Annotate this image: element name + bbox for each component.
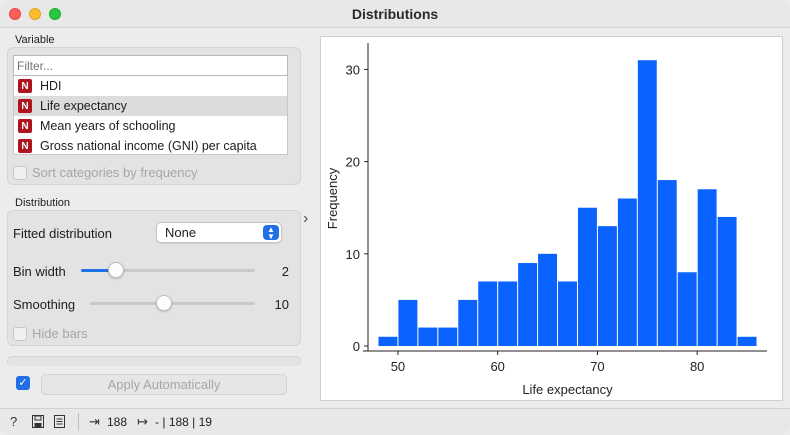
y-tick-label: 20 bbox=[346, 155, 360, 170]
apply-automatically-checkbox[interactable]: ✓ bbox=[16, 376, 30, 390]
maximize-window-button[interactable] bbox=[49, 8, 61, 20]
filter-input[interactable] bbox=[13, 55, 288, 76]
next-group-edge bbox=[7, 356, 301, 366]
fitted-distribution-select[interactable]: None ▲ ▼ bbox=[156, 222, 282, 243]
histogram-bar bbox=[538, 253, 558, 346]
variable-item-mean-years-schooling[interactable]: N Mean years of schooling bbox=[14, 116, 287, 136]
checkbox-box[interactable] bbox=[13, 165, 27, 180]
histogram-bar bbox=[398, 299, 418, 346]
variable-item-hdi[interactable]: N HDI bbox=[14, 76, 287, 96]
histogram-bar bbox=[677, 272, 697, 346]
collapse-panel-icon[interactable]: › bbox=[303, 210, 309, 227]
histogram-bar bbox=[558, 281, 577, 346]
variable-item-label: Gross national income (GNI) per capita bbox=[40, 139, 257, 153]
numeric-type-icon: N bbox=[18, 139, 32, 153]
variable-section-label: Variable bbox=[15, 34, 55, 46]
status-bar: ? ⇥ 188 ↦ - | 188 | 19 bbox=[0, 408, 790, 435]
bin-width-label: Bin width bbox=[13, 264, 66, 279]
histogram-bar bbox=[418, 327, 438, 346]
plot-area[interactable]: 0 10 20 30 50 60 70 80 Life expectancy Frequency bbox=[320, 36, 783, 401]
histogram-bar bbox=[617, 198, 637, 346]
minimize-window-button[interactable] bbox=[29, 8, 41, 20]
histogram-bar bbox=[637, 60, 657, 346]
histogram-bar bbox=[697, 189, 717, 346]
y-tick-label: 0 bbox=[353, 339, 360, 354]
bin-width-value: 2 bbox=[281, 264, 289, 279]
fitted-distribution-label: Fitted distribution bbox=[13, 226, 112, 241]
histogram-bar bbox=[577, 207, 597, 346]
histogram-bar bbox=[438, 327, 458, 346]
window-title: Distributions bbox=[351, 6, 439, 22]
help-icon[interactable]: ? bbox=[10, 414, 18, 429]
distribution-section-label: Distribution bbox=[15, 197, 71, 209]
close-window-button[interactable] bbox=[9, 8, 21, 20]
histogram-bar bbox=[458, 299, 478, 346]
x-tick-label: 50 bbox=[391, 359, 405, 374]
variable-item-gni[interactable]: N Gross national income (GNI) per capita bbox=[14, 136, 287, 154]
sort-categories-checkbox[interactable]: Sort categories by frequency bbox=[13, 165, 197, 180]
checkbox-box[interactable] bbox=[13, 326, 27, 341]
numeric-type-icon: N bbox=[18, 99, 32, 113]
variable-item-label: Mean years of schooling bbox=[40, 119, 176, 133]
histogram-bar bbox=[657, 180, 677, 346]
sort-categories-label: Sort categories by frequency bbox=[32, 165, 198, 180]
output-summary: - | 188 | 19 bbox=[155, 415, 212, 429]
smoothing-value: 10 bbox=[274, 297, 289, 312]
hide-bars-label: Hide bars bbox=[32, 326, 88, 341]
smoothing-slider[interactable] bbox=[90, 302, 255, 305]
x-axis-label: Life expectancy bbox=[522, 382, 613, 397]
variable-list[interactable]: N HDI N Life expectancy N Mean years of … bbox=[13, 76, 288, 155]
input-count: 188 bbox=[107, 415, 128, 429]
histogram-bar bbox=[378, 336, 398, 346]
apply-button[interactable]: Apply Automatically bbox=[41, 374, 287, 395]
smoothing-slider-handle[interactable] bbox=[156, 295, 173, 311]
output-data-icon: ↦ bbox=[137, 414, 148, 429]
numeric-type-icon: N bbox=[18, 79, 32, 93]
variable-item-life-expectancy[interactable]: N Life expectancy bbox=[14, 96, 287, 116]
variable-item-label: HDI bbox=[40, 79, 62, 93]
y-tick-label: 30 bbox=[346, 62, 360, 77]
histogram-bar bbox=[518, 263, 538, 346]
histogram-chart: 0 10 20 30 50 60 70 80 Life expectancy Frequency bbox=[325, 43, 767, 397]
fitted-distribution-value: None bbox=[165, 225, 197, 240]
bin-width-slider-fill bbox=[81, 269, 116, 272]
bin-width-slider[interactable] bbox=[81, 269, 255, 272]
x-tick-label: 60 bbox=[490, 359, 504, 374]
smoothing-label: Smoothing bbox=[13, 297, 76, 312]
histogram-bar bbox=[737, 336, 757, 346]
y-tick-label: 10 bbox=[346, 247, 360, 262]
status-separator bbox=[78, 413, 79, 431]
report-icon[interactable] bbox=[54, 415, 66, 429]
input-data-icon: ⇥ bbox=[89, 414, 100, 429]
variable-item-label: Life expectancy bbox=[40, 99, 127, 113]
save-icon[interactable] bbox=[32, 415, 44, 429]
numeric-type-icon: N bbox=[18, 119, 32, 133]
histogram-bar bbox=[717, 216, 737, 346]
bin-width-slider-handle[interactable] bbox=[107, 262, 124, 278]
histogram-bar bbox=[597, 226, 617, 346]
y-axis-label: Frequency bbox=[325, 167, 340, 229]
hide-bars-checkbox[interactable]: Hide bars bbox=[13, 326, 88, 341]
histogram-bar bbox=[498, 281, 518, 346]
x-tick-label: 80 bbox=[690, 359, 704, 374]
histogram-bar bbox=[478, 281, 498, 346]
x-tick-label: 70 bbox=[590, 359, 604, 374]
select-chevron-icon: ▲ ▼ bbox=[263, 225, 279, 241]
title-bar: Distributions bbox=[0, 0, 790, 28]
